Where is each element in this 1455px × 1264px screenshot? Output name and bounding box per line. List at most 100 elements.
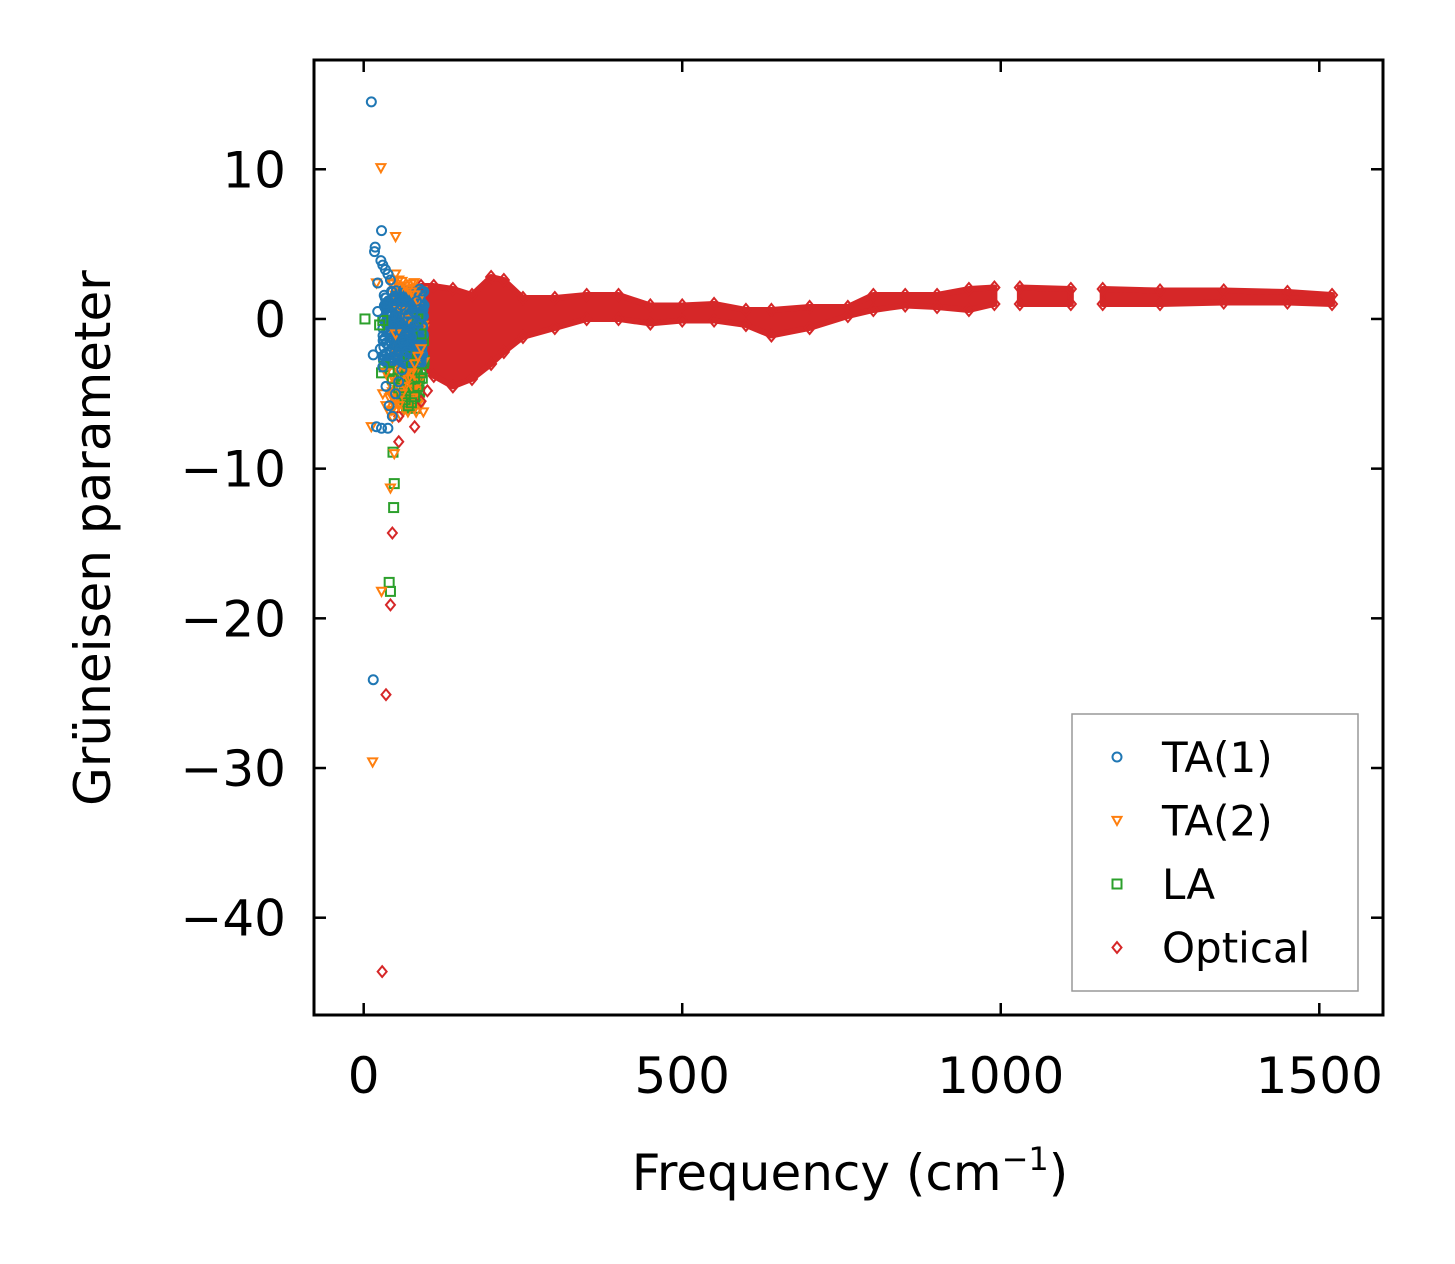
point-ta-1- xyxy=(374,343,386,355)
point-optical xyxy=(386,526,399,540)
point-ta-2- xyxy=(384,483,397,495)
optical-edge-point xyxy=(497,344,511,360)
point-ta-1- xyxy=(380,380,392,392)
optical-edge-point xyxy=(765,327,778,343)
point-optical xyxy=(384,597,397,612)
optical-band xyxy=(1099,286,1336,307)
point-ta-1- xyxy=(411,295,423,307)
point-ta-2- xyxy=(405,368,418,380)
point-ta-2- xyxy=(392,275,405,287)
point-la xyxy=(386,373,398,385)
legend-marker xyxy=(1111,751,1123,763)
point-ta-1- xyxy=(382,422,394,434)
y-tick-label: −30 xyxy=(180,740,286,798)
point-la xyxy=(415,367,427,379)
optical-edge-point xyxy=(1064,281,1078,297)
optical-edge-point xyxy=(675,312,689,329)
point-ta-1- xyxy=(386,410,398,422)
optical-edge-point xyxy=(1096,296,1109,312)
point-la xyxy=(409,391,421,403)
point-ta-1- xyxy=(397,335,409,347)
optical-edge-point xyxy=(707,312,721,329)
point-ta-2- xyxy=(402,374,415,386)
optical-edge-point xyxy=(612,287,625,303)
point-optical xyxy=(392,434,405,449)
x-tick-label: 500 xyxy=(635,1047,730,1105)
y-tick-label: −10 xyxy=(180,441,286,499)
optical-edge-point xyxy=(644,315,657,332)
optical-edge-point xyxy=(962,302,976,318)
legend-marker xyxy=(1111,940,1123,955)
point-ta-1- xyxy=(367,674,379,686)
legend-marker xyxy=(1110,815,1124,828)
point-ta-1- xyxy=(407,305,419,317)
legend-label: TA(1) xyxy=(1161,733,1273,782)
point-la xyxy=(405,397,417,409)
dense-point xyxy=(384,352,396,364)
data-points xyxy=(359,96,434,979)
optical-edge-point xyxy=(1153,296,1167,312)
point-la xyxy=(415,328,427,340)
point-optical xyxy=(415,394,427,409)
optical-edge-point xyxy=(739,317,753,333)
legend-label: LA xyxy=(1162,860,1215,909)
optical-edge-point xyxy=(867,287,880,303)
optical-edge-point xyxy=(446,378,460,394)
optical-edge-point xyxy=(867,302,880,318)
point-optical xyxy=(421,383,434,398)
legend-label: TA(2) xyxy=(1161,797,1273,846)
optical-edge-point xyxy=(988,279,1001,296)
optical-edge-point xyxy=(580,311,593,327)
point-ta-2- xyxy=(374,163,388,175)
optical-edge-point xyxy=(1217,294,1231,311)
optical-edge-point xyxy=(675,297,689,314)
optical-edge-point xyxy=(803,320,816,336)
optical-edge-point xyxy=(427,368,441,384)
optical-edge-point xyxy=(1096,281,1109,297)
optical-edge-point xyxy=(497,272,511,288)
y-tick-label: 0 xyxy=(254,291,286,349)
point-optical xyxy=(380,687,392,702)
optical-edge-point xyxy=(962,281,976,297)
point-ta-2- xyxy=(408,290,421,302)
point-ta-1- xyxy=(393,376,405,388)
optical-edge-point xyxy=(707,296,721,312)
optical-edge-point xyxy=(1281,294,1294,311)
x-tick-label: 1000 xyxy=(937,1047,1064,1105)
optical-edge-point xyxy=(765,302,778,318)
point-ta-1- xyxy=(383,400,395,412)
point-la xyxy=(412,380,424,392)
point-ta-1- xyxy=(401,346,413,358)
dense-point xyxy=(401,407,415,419)
point-ta-1- xyxy=(372,305,384,317)
optical-edge-point xyxy=(1325,296,1339,312)
optical-edge-point xyxy=(988,296,1001,312)
optical-edge-point xyxy=(427,278,441,294)
point-la xyxy=(359,313,371,325)
point-ta-2- xyxy=(392,401,405,413)
optical-edge-point xyxy=(516,290,530,306)
point-la xyxy=(388,502,400,514)
optical-edge-point xyxy=(644,297,657,314)
x-axis-label: Frequency (cm−1) xyxy=(632,1140,1069,1202)
x-tick-label: 0 xyxy=(348,1047,380,1105)
point-ta-1- xyxy=(370,421,382,433)
optical-edge-point xyxy=(580,287,593,303)
optical-edge-point xyxy=(930,299,944,315)
point-ta-1- xyxy=(396,364,408,376)
y-tick-label: −20 xyxy=(180,590,286,648)
point-ta-1- xyxy=(390,388,402,400)
point-ta-2- xyxy=(398,381,412,393)
optical-edge-point xyxy=(484,269,498,285)
plot-frame xyxy=(312,58,1385,1017)
point-la xyxy=(377,314,389,326)
point-ta-2- xyxy=(386,413,399,425)
point-ta-2- xyxy=(408,359,421,371)
point-ta-2- xyxy=(411,351,425,363)
point-ta-1- xyxy=(384,274,396,286)
point-ta-1- xyxy=(367,349,379,361)
optical-edge-point xyxy=(1013,296,1027,312)
optical-edge-point xyxy=(803,299,816,315)
point-la xyxy=(402,400,414,412)
